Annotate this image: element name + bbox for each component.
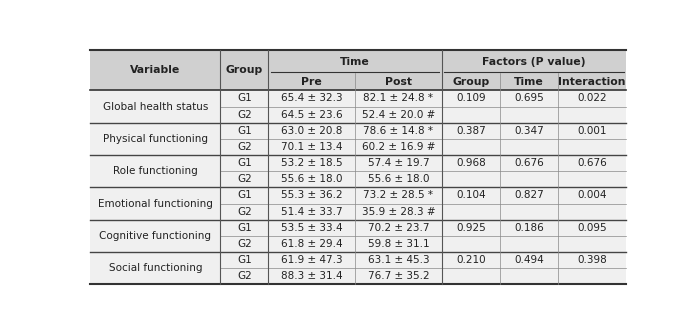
- Text: Global health status: Global health status: [103, 101, 208, 111]
- Text: 0.186: 0.186: [514, 223, 544, 233]
- Text: Role functioning: Role functioning: [113, 166, 198, 176]
- Text: 82.1 ± 24.8 *: 82.1 ± 24.8 *: [363, 93, 433, 103]
- Text: Post: Post: [385, 77, 412, 87]
- Text: 0.104: 0.104: [456, 191, 486, 201]
- Text: 76.7 ± 35.2: 76.7 ± 35.2: [368, 271, 429, 281]
- Text: 64.5 ± 23.6: 64.5 ± 23.6: [281, 109, 343, 120]
- Text: 0.004: 0.004: [577, 191, 607, 201]
- Text: Interaction: Interaction: [559, 77, 626, 87]
- Text: 0.676: 0.676: [514, 158, 544, 168]
- Text: 51.4 ± 33.7: 51.4 ± 33.7: [281, 207, 343, 217]
- Text: Time: Time: [340, 57, 370, 67]
- Text: Physical functioning: Physical functioning: [103, 134, 208, 144]
- Text: 60.2 ± 16.9 #: 60.2 ± 16.9 #: [361, 142, 435, 152]
- Text: 35.9 ± 28.3 #: 35.9 ± 28.3 #: [361, 207, 435, 217]
- Text: G1: G1: [237, 255, 252, 265]
- Text: 0.925: 0.925: [456, 223, 486, 233]
- Text: 55.6 ± 18.0: 55.6 ± 18.0: [368, 174, 429, 184]
- Text: 0.695: 0.695: [514, 93, 544, 103]
- Text: 0.001: 0.001: [577, 126, 607, 136]
- Text: G1: G1: [237, 126, 252, 136]
- Text: 61.8 ± 29.4: 61.8 ± 29.4: [281, 239, 343, 249]
- Text: Variable: Variable: [130, 65, 180, 75]
- Bar: [90, 73, 626, 90]
- Bar: [90, 90, 626, 107]
- Text: 0.022: 0.022: [577, 93, 607, 103]
- Text: 57.4 ± 19.7: 57.4 ± 19.7: [368, 158, 429, 168]
- Text: Factors (P value): Factors (P value): [482, 57, 586, 67]
- Text: 55.6 ± 18.0: 55.6 ± 18.0: [281, 174, 343, 184]
- Bar: [90, 236, 626, 252]
- Bar: [90, 155, 626, 171]
- Text: G2: G2: [237, 142, 252, 152]
- Text: 78.6 ± 14.8 *: 78.6 ± 14.8 *: [363, 126, 433, 136]
- Text: 88.3 ± 31.4: 88.3 ± 31.4: [281, 271, 343, 281]
- Bar: [90, 268, 626, 284]
- Text: 61.9 ± 47.3: 61.9 ± 47.3: [281, 255, 343, 265]
- Bar: [90, 220, 626, 236]
- Text: G2: G2: [237, 207, 252, 217]
- Bar: [90, 187, 626, 203]
- Text: 0.095: 0.095: [577, 223, 607, 233]
- Text: Group: Group: [452, 77, 489, 87]
- Text: G1: G1: [237, 93, 252, 103]
- Text: G1: G1: [237, 223, 252, 233]
- Text: Group: Group: [226, 65, 263, 75]
- Text: Pre: Pre: [301, 77, 322, 87]
- Text: G1: G1: [237, 158, 252, 168]
- Text: 53.5 ± 33.4: 53.5 ± 33.4: [281, 223, 343, 233]
- Bar: [90, 139, 626, 155]
- Bar: [90, 252, 626, 268]
- Bar: [90, 107, 626, 123]
- Text: Social functioning: Social functioning: [109, 263, 202, 273]
- Text: 65.4 ± 32.3: 65.4 ± 32.3: [281, 93, 343, 103]
- Text: 0.494: 0.494: [514, 255, 544, 265]
- Text: 0.347: 0.347: [514, 126, 544, 136]
- Text: 0.827: 0.827: [514, 191, 544, 201]
- Text: 0.398: 0.398: [577, 255, 607, 265]
- Text: G2: G2: [237, 174, 252, 184]
- Text: 0.968: 0.968: [456, 158, 486, 168]
- Text: 73.2 ± 28.5 *: 73.2 ± 28.5 *: [363, 191, 433, 201]
- Text: G2: G2: [237, 109, 252, 120]
- Text: G1: G1: [237, 191, 252, 201]
- Text: Time: Time: [514, 77, 544, 87]
- Text: 70.1 ± 13.4: 70.1 ± 13.4: [281, 142, 343, 152]
- Text: 52.4 ± 20.0 #: 52.4 ± 20.0 #: [362, 109, 435, 120]
- Bar: [90, 50, 626, 73]
- Text: 53.2 ± 18.5: 53.2 ± 18.5: [281, 158, 343, 168]
- Bar: [90, 203, 626, 220]
- Text: Emotional functioning: Emotional functioning: [98, 199, 213, 209]
- Text: 70.2 ± 23.7: 70.2 ± 23.7: [368, 223, 429, 233]
- Bar: [90, 123, 626, 139]
- Text: 63.0 ± 20.8: 63.0 ± 20.8: [281, 126, 343, 136]
- Text: 0.676: 0.676: [577, 158, 607, 168]
- Text: 55.3 ± 36.2: 55.3 ± 36.2: [281, 191, 343, 201]
- Bar: [90, 171, 626, 187]
- Text: Cognitive functioning: Cognitive functioning: [99, 231, 212, 241]
- Text: 0.109: 0.109: [456, 93, 486, 103]
- Text: G2: G2: [237, 271, 252, 281]
- Text: 0.387: 0.387: [456, 126, 486, 136]
- Text: 0.210: 0.210: [456, 255, 486, 265]
- Text: 59.8 ± 31.1: 59.8 ± 31.1: [368, 239, 429, 249]
- Text: G2: G2: [237, 239, 252, 249]
- Text: 63.1 ± 45.3: 63.1 ± 45.3: [368, 255, 429, 265]
